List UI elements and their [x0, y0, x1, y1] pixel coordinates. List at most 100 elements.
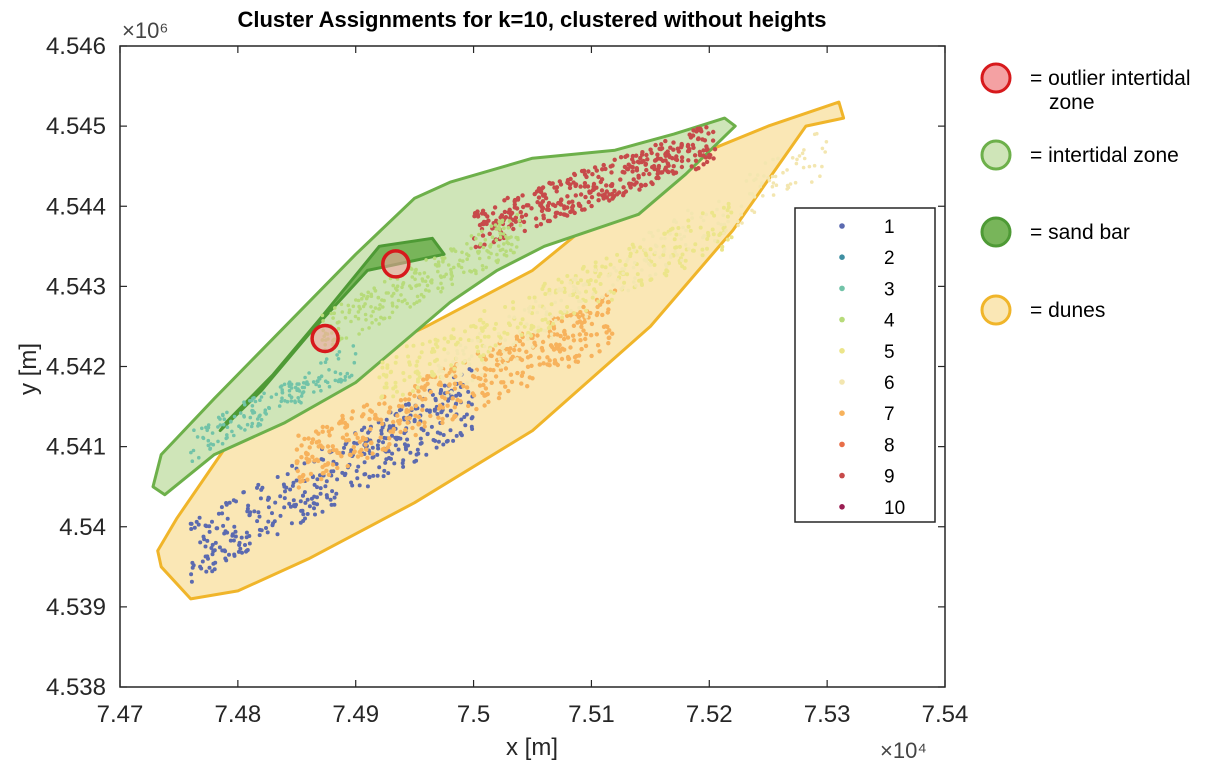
- cluster-point: [562, 328, 567, 334]
- cluster-point: [540, 318, 545, 322]
- cluster-point: [736, 219, 740, 224]
- cluster-point: [824, 140, 829, 144]
- cluster-point: [367, 326, 371, 330]
- cluster-point: [319, 476, 324, 482]
- cluster-point: [404, 344, 409, 349]
- cluster-point: [477, 383, 483, 388]
- cluster-point: [414, 363, 419, 368]
- cluster-point: [625, 259, 629, 264]
- cluster-point: [512, 315, 517, 320]
- cluster-point: [403, 402, 408, 407]
- cluster-point: [406, 397, 412, 402]
- cluster-point: [679, 158, 685, 164]
- cluster-point: [463, 345, 468, 350]
- cluster-point: [492, 205, 498, 210]
- cluster-point: [303, 516, 307, 521]
- cluster-point: [666, 152, 671, 157]
- cluster-point: [450, 282, 455, 287]
- cluster-point: [592, 287, 597, 292]
- cluster-point: [427, 289, 431, 293]
- cluster-point: [668, 232, 672, 236]
- cluster-point: [352, 440, 357, 445]
- cluster-point: [213, 560, 218, 565]
- cluster-point: [532, 295, 537, 300]
- cluster-point: [256, 510, 261, 515]
- cluster-point: [352, 360, 357, 365]
- cluster-point: [381, 440, 385, 445]
- cluster-point: [373, 289, 378, 293]
- region-sand-bar: [218, 236, 446, 433]
- cluster-point: [354, 469, 359, 473]
- cluster-point: [590, 172, 595, 177]
- cluster-point: [452, 366, 457, 371]
- cluster-point: [273, 500, 278, 505]
- cluster-point: [248, 415, 253, 420]
- cluster-point: [498, 365, 503, 369]
- cluster-point: [582, 184, 588, 189]
- cluster-point: [190, 459, 195, 464]
- cluster-point: [299, 394, 304, 398]
- cluster-point: [225, 425, 230, 430]
- y-tick-label: 4.539: [46, 594, 106, 621]
- cluster-point: [818, 174, 822, 178]
- cluster-point: [544, 310, 549, 315]
- cluster-point: [517, 329, 522, 334]
- cluster-point: [231, 538, 236, 543]
- cluster-point: [407, 362, 412, 367]
- cluster-point: [702, 138, 708, 143]
- cluster-point: [710, 227, 715, 232]
- cluster-point: [493, 343, 498, 348]
- cluster-point: [418, 436, 423, 441]
- cluster-point: [701, 153, 706, 158]
- cluster-point: [715, 207, 719, 212]
- cluster-point: [507, 236, 512, 240]
- cluster-point: [512, 202, 517, 207]
- legend-label-3: 3: [884, 279, 895, 300]
- cluster-point: [710, 210, 715, 215]
- cluster-point: [440, 405, 445, 410]
- cluster-point: [311, 501, 316, 506]
- cluster-point: [356, 316, 361, 321]
- cluster-point: [436, 415, 441, 420]
- cluster-point: [547, 324, 552, 329]
- cluster-point: [554, 189, 559, 194]
- cluster-point: [369, 440, 374, 446]
- legend-label-1: 1: [884, 217, 895, 238]
- cluster-point: [462, 270, 466, 275]
- cluster-point: [550, 202, 556, 207]
- cluster-point: [668, 227, 673, 232]
- cluster-point: [497, 357, 502, 361]
- cluster-point: [422, 424, 427, 429]
- cluster-point: [579, 346, 584, 352]
- legend-label-5: 5: [884, 342, 895, 363]
- cluster-point: [241, 490, 246, 495]
- cluster-point: [250, 404, 255, 408]
- cluster-point: [543, 196, 549, 201]
- cluster-point: [259, 417, 264, 422]
- cluster-point: [214, 526, 219, 531]
- cluster-point: [319, 457, 324, 462]
- cluster-point: [722, 222, 727, 227]
- cluster-point: [364, 447, 369, 452]
- cluster-point: [406, 354, 411, 359]
- cluster-point: [213, 540, 218, 545]
- cluster-point: [566, 356, 571, 362]
- series-legend-box: [794, 207, 936, 523]
- cluster-point: [299, 508, 304, 513]
- cluster-point: [466, 253, 471, 258]
- cluster-point: [478, 331, 482, 336]
- cluster-point: [196, 522, 201, 527]
- cluster-point: [558, 211, 563, 216]
- cluster-point: [594, 332, 599, 337]
- cluster-point: [638, 245, 643, 250]
- cluster-point: [755, 173, 760, 177]
- cluster-point: [575, 359, 581, 364]
- cluster-point: [296, 387, 300, 391]
- cluster-point: [400, 404, 405, 409]
- cluster-point: [514, 340, 518, 345]
- cluster-point: [296, 396, 301, 400]
- cluster-point: [606, 291, 610, 295]
- cluster-point: [316, 431, 321, 436]
- cluster-point: [376, 295, 381, 300]
- cluster-point: [320, 429, 325, 434]
